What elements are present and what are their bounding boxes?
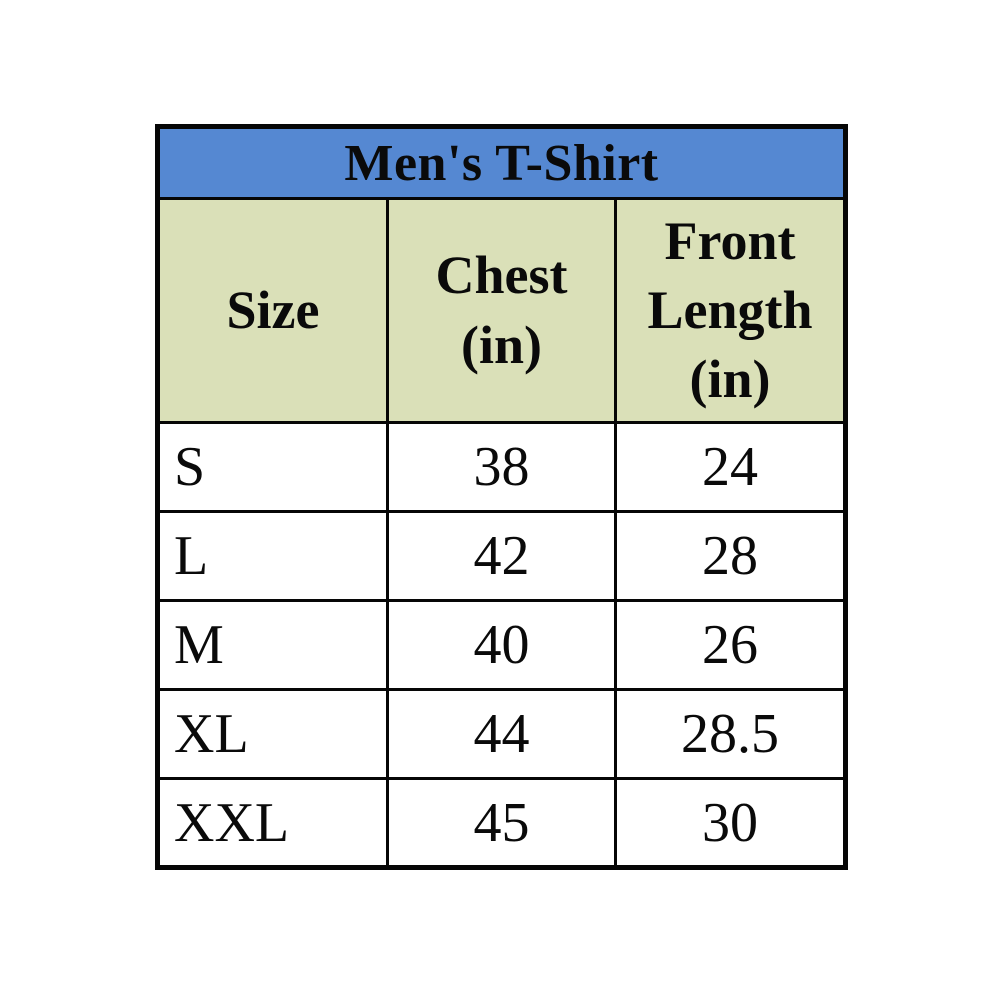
- header-row: Size Chest (in) Front Length (in): [156, 197, 848, 424]
- front-length-value: 24: [613, 421, 848, 513]
- chest-value: 40: [386, 599, 617, 691]
- size-value: XL: [156, 688, 389, 780]
- chest-value: 45: [386, 777, 617, 869]
- front-length-value: 26: [613, 599, 848, 691]
- column-header-size: Size: [156, 197, 389, 424]
- front-length-value: 30: [613, 777, 848, 869]
- table-row: M 40 26: [156, 599, 848, 691]
- size-value: L: [156, 510, 389, 602]
- chest-value: 44: [386, 688, 617, 780]
- table-row: S 38 24: [156, 421, 848, 513]
- chest-value: 42: [386, 510, 617, 602]
- column-header-chest: Chest (in): [386, 197, 617, 424]
- table-title: Men's T-Shirt: [155, 125, 848, 200]
- size-value: S: [156, 421, 389, 513]
- table-row: L 42 28: [156, 510, 848, 602]
- chest-value: 38: [386, 421, 617, 513]
- size-value: XXL: [156, 777, 389, 869]
- size-chart-table: Men's T-Shirt Size Chest (in) Front Leng…: [155, 124, 849, 870]
- table-row: XL 44 28.5: [156, 688, 848, 780]
- title-row: Men's T-Shirt: [155, 125, 848, 200]
- front-length-value: 28: [613, 510, 848, 602]
- column-header-front-length: Front Length (in): [613, 197, 848, 424]
- size-value: M: [156, 599, 389, 691]
- table-row: XXL 45 30: [156, 777, 848, 869]
- front-length-value: 28.5: [613, 688, 848, 780]
